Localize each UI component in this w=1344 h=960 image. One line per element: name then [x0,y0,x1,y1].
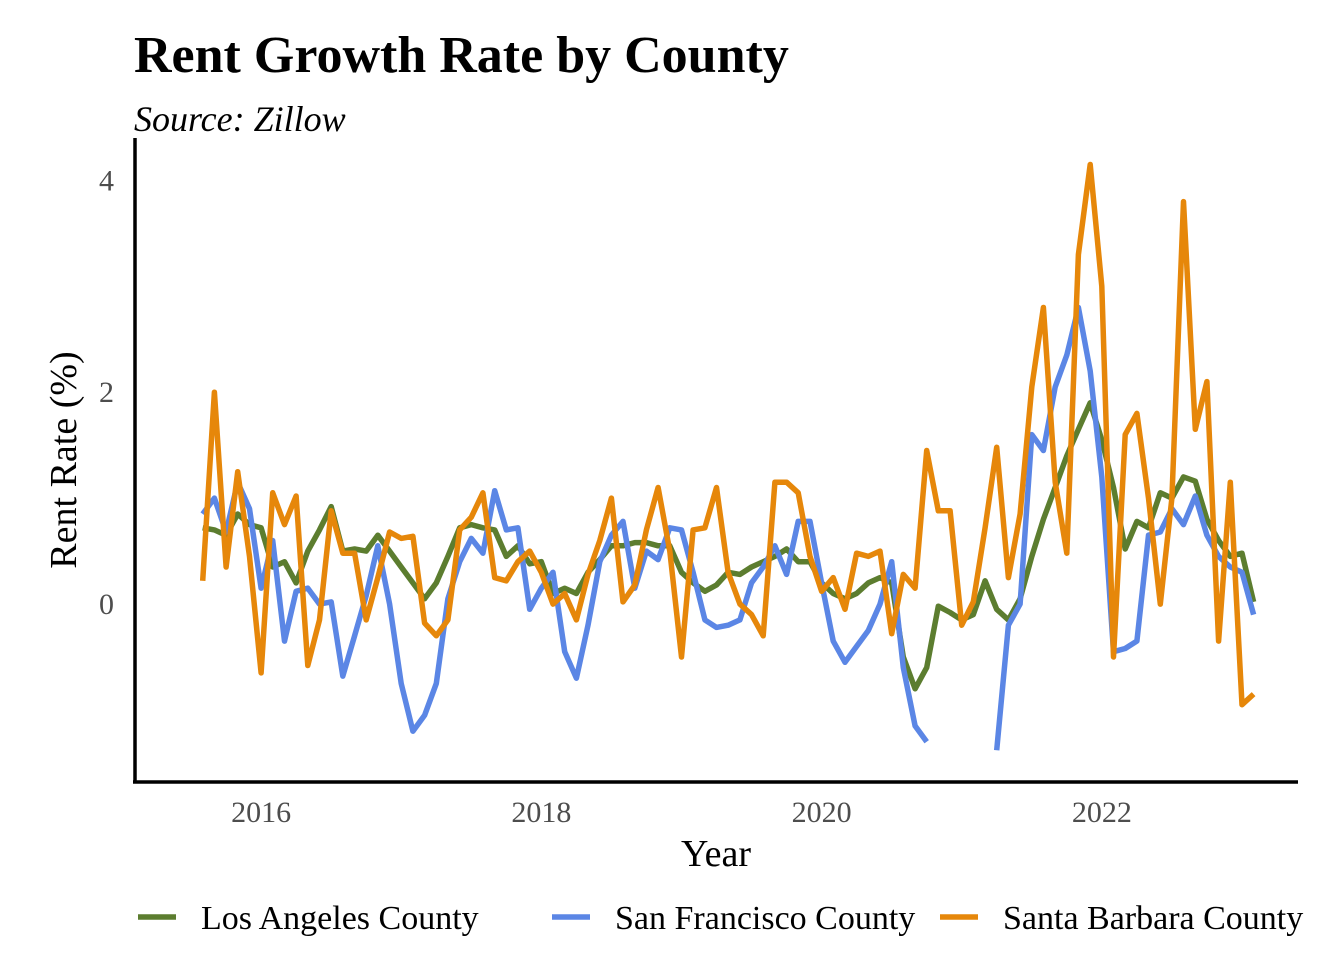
legend-item-san-francisco-county: San Francisco County [552,900,915,937]
y-tick-label: 2 [99,376,114,409]
series-line-san-francisco-county-1 [993,304,1257,751]
y-axis-title: Rent Rate (%) [43,351,85,568]
legend-label-los-angeles-county: Los Angeles County [201,900,479,937]
legend-label-san-francisco-county: San Francisco County [615,900,915,937]
series-san-francisco-county [200,304,1257,751]
y-tick-label: 4 [99,164,114,197]
x-tick-labels: 2016 2018 2020 2022 [231,796,1132,829]
series-santa-barbara-county [199,161,1256,708]
legend-item-los-angeles-county: Los Angeles County [138,900,479,937]
chart-subtitle: Source: Zillow [134,99,346,139]
series-layer [199,161,1257,751]
x-tick-label: 2018 [511,796,571,829]
chart-title: Rent Growth Rate by County [134,27,789,84]
legend-label-santa-barbara-county: Santa Barbara County [1003,900,1303,937]
x-axis-title: Year [681,833,751,875]
series-line-santa-barbara-county-0 [199,161,1256,708]
x-tick-label: 2022 [1072,796,1132,829]
y-tick-label: 0 [99,588,114,621]
series-line-san-francisco-county-0 [200,479,929,744]
plot-area: 2016 2018 2020 2022 0 2 4 [99,138,1298,829]
x-tick-label: 2020 [792,796,852,829]
x-tick-label: 2016 [231,796,291,829]
y-tick-labels: 0 2 4 [99,164,114,621]
legend: Los Angeles County San Francisco County Sa… [138,900,1303,937]
legend-item-santa-barbara-county: Santa Barbara County [940,900,1303,937]
